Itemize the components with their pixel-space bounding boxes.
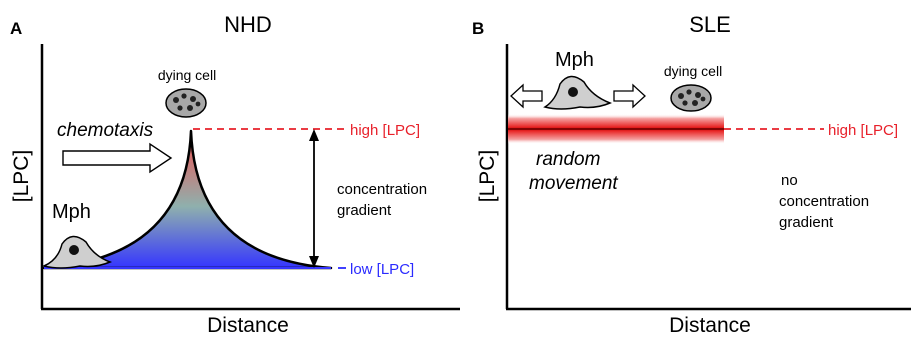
gradient-label-line1: concentration <box>337 181 427 198</box>
panel-a-dying-cell-label: dying cell <box>158 67 216 83</box>
panel-a-mph-label: Mph <box>52 201 91 223</box>
panel-a-title: NHD <box>224 12 272 37</box>
dying-cell-icon <box>670 84 712 112</box>
panel-b-y-axis-label: [LPC] <box>476 150 499 203</box>
no-gradient-line3: gradient <box>779 214 834 231</box>
gradient-arrow-head-up <box>309 129 319 141</box>
panel-b-high-label: high [LPC] <box>828 122 898 139</box>
panel-a: A NHD [LPC] Distance high [LPC] low [LPC… <box>10 12 460 337</box>
panel-a-y-axis-label: [LPC] <box>10 150 33 203</box>
chemotaxis-arrow-icon <box>62 142 173 174</box>
gradient-arrow-head-down <box>309 256 319 268</box>
panel-a-x-axis-label: Distance <box>207 314 289 337</box>
random-movement-line1: random <box>536 149 600 170</box>
macrophage-icon <box>41 235 113 269</box>
lpc-gradient-peak <box>42 129 333 270</box>
panel-b-title: SLE <box>689 12 731 37</box>
macrophage-icon <box>543 75 612 110</box>
panel-a-high-label: high [LPC] <box>350 122 420 139</box>
panel-b-label: B <box>472 19 484 38</box>
panel-a-label: A <box>10 19 22 38</box>
gradient-label-line2: gradient <box>337 202 392 219</box>
random-movement-line2: movement <box>529 173 618 194</box>
panel-b-dying-cell-label: dying cell <box>664 63 722 79</box>
dying-cell-icon <box>165 88 207 118</box>
no-gradient-line2: concentration <box>779 193 869 210</box>
right-arrow-icon <box>613 83 646 109</box>
panel-b-x-axis-label: Distance <box>669 314 751 337</box>
no-gradient-line1: no <box>781 172 798 189</box>
left-arrow-icon <box>510 83 543 109</box>
panel-a-low-label: low [LPC] <box>350 261 414 278</box>
panel-b-mph-label: Mph <box>555 49 594 71</box>
panel-b: B SLE [LPC] Distance high [LPC] random m… <box>472 12 911 337</box>
chemotaxis-label: chemotaxis <box>57 120 154 141</box>
